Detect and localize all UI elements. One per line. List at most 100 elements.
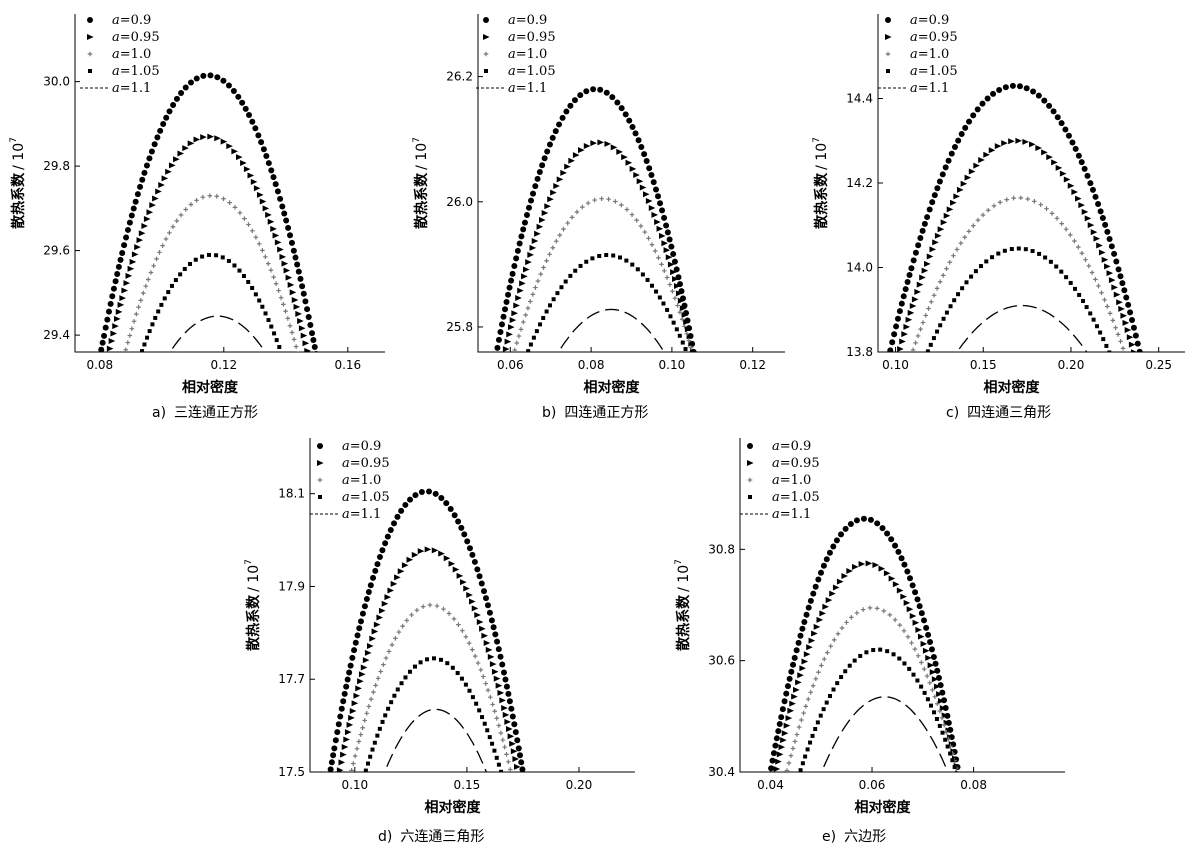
data-point	[574, 209, 580, 215]
data-point	[1117, 273, 1124, 280]
data-point	[974, 106, 981, 113]
x-tick-label: 0.10	[882, 358, 909, 372]
data-point	[1023, 247, 1028, 252]
data-point	[661, 214, 668, 221]
chart-e: 0.04 0.06 0.08 30.4 30.6 30.8 相对密度 散热系数/ 107 a=0…	[674, 438, 1065, 816]
data-point	[896, 308, 903, 315]
data-point	[816, 616, 824, 623]
data-point	[1136, 348, 1143, 352]
data-point	[578, 147, 585, 154]
data-point	[945, 157, 952, 164]
data-point	[671, 258, 678, 265]
data-point	[466, 640, 472, 646]
data-point	[249, 118, 256, 125]
data-point	[773, 735, 780, 742]
data-point	[399, 681, 404, 686]
data-point	[495, 646, 502, 653]
data-point	[1089, 186, 1096, 193]
data-point	[376, 553, 383, 560]
data-point	[348, 714, 355, 721]
data-point	[827, 694, 832, 699]
data-point	[494, 638, 501, 645]
data-point	[115, 263, 122, 270]
data-point	[362, 657, 370, 664]
data-point	[530, 190, 537, 197]
data-point	[256, 241, 262, 247]
data-point	[147, 329, 152, 334]
data-point	[795, 639, 802, 646]
data-point	[527, 299, 533, 304]
x-tick-label: 0.15	[970, 358, 997, 372]
data-point	[529, 244, 537, 251]
data-point	[614, 99, 621, 106]
data-point	[991, 203, 997, 209]
data-point	[1075, 152, 1082, 159]
data-point	[490, 624, 497, 631]
data-point	[677, 309, 683, 315]
data-point	[611, 253, 616, 258]
data-point	[661, 301, 666, 306]
data-point	[525, 259, 532, 266]
data-point	[146, 155, 153, 162]
data-point	[920, 640, 928, 647]
data-point	[1025, 196, 1031, 202]
legend-label: a=1.0	[910, 47, 949, 62]
data-point	[108, 338, 116, 345]
data-point	[789, 700, 796, 707]
data-point	[684, 331, 690, 337]
data-point	[1124, 326, 1132, 333]
data-point	[129, 258, 137, 265]
data-point	[277, 344, 282, 349]
data-point	[183, 207, 189, 212]
data-point	[922, 690, 927, 695]
data-point	[119, 249, 126, 256]
data-point	[994, 143, 1002, 150]
data-point	[515, 745, 522, 752]
data-point	[127, 265, 135, 272]
data-point	[604, 252, 609, 257]
data-point	[1092, 193, 1099, 200]
data-point	[952, 298, 957, 303]
data-point	[812, 583, 819, 590]
data-point	[839, 675, 844, 680]
data-point	[911, 296, 919, 303]
data-point	[564, 163, 571, 170]
data-point	[944, 266, 949, 271]
data-point	[819, 610, 826, 617]
data-point	[661, 240, 668, 247]
data-point	[1009, 247, 1014, 252]
data-point	[384, 594, 392, 601]
data-point	[838, 531, 845, 538]
data-point	[226, 258, 231, 263]
data-point	[148, 148, 155, 155]
data-point	[126, 219, 133, 226]
data-point	[539, 162, 546, 169]
data-point	[780, 737, 787, 744]
data-point	[1078, 202, 1085, 209]
data-point	[805, 696, 811, 702]
data-point	[373, 683, 378, 688]
legend-marker	[483, 51, 489, 57]
data-point	[281, 302, 286, 307]
data-point	[1048, 259, 1053, 264]
data-point	[904, 279, 911, 286]
data-point	[463, 682, 468, 687]
data-point	[897, 622, 903, 628]
data-point	[334, 729, 341, 736]
data-point	[265, 211, 272, 218]
data-point	[154, 256, 159, 262]
data-point	[287, 323, 293, 329]
x-tick-label: 0.12	[739, 358, 766, 372]
series-curve	[820, 696, 949, 772]
data-point	[497, 653, 504, 660]
data-point	[901, 561, 908, 568]
data-point	[622, 111, 629, 118]
data-point	[140, 349, 145, 352]
x-tick-label: 0.15	[454, 778, 481, 792]
data-point	[988, 147, 996, 154]
data-point	[1102, 297, 1107, 303]
data-point	[293, 303, 301, 310]
data-point	[905, 634, 911, 640]
data-point	[412, 664, 417, 669]
x-axis-title: 相对密度	[425, 799, 482, 816]
